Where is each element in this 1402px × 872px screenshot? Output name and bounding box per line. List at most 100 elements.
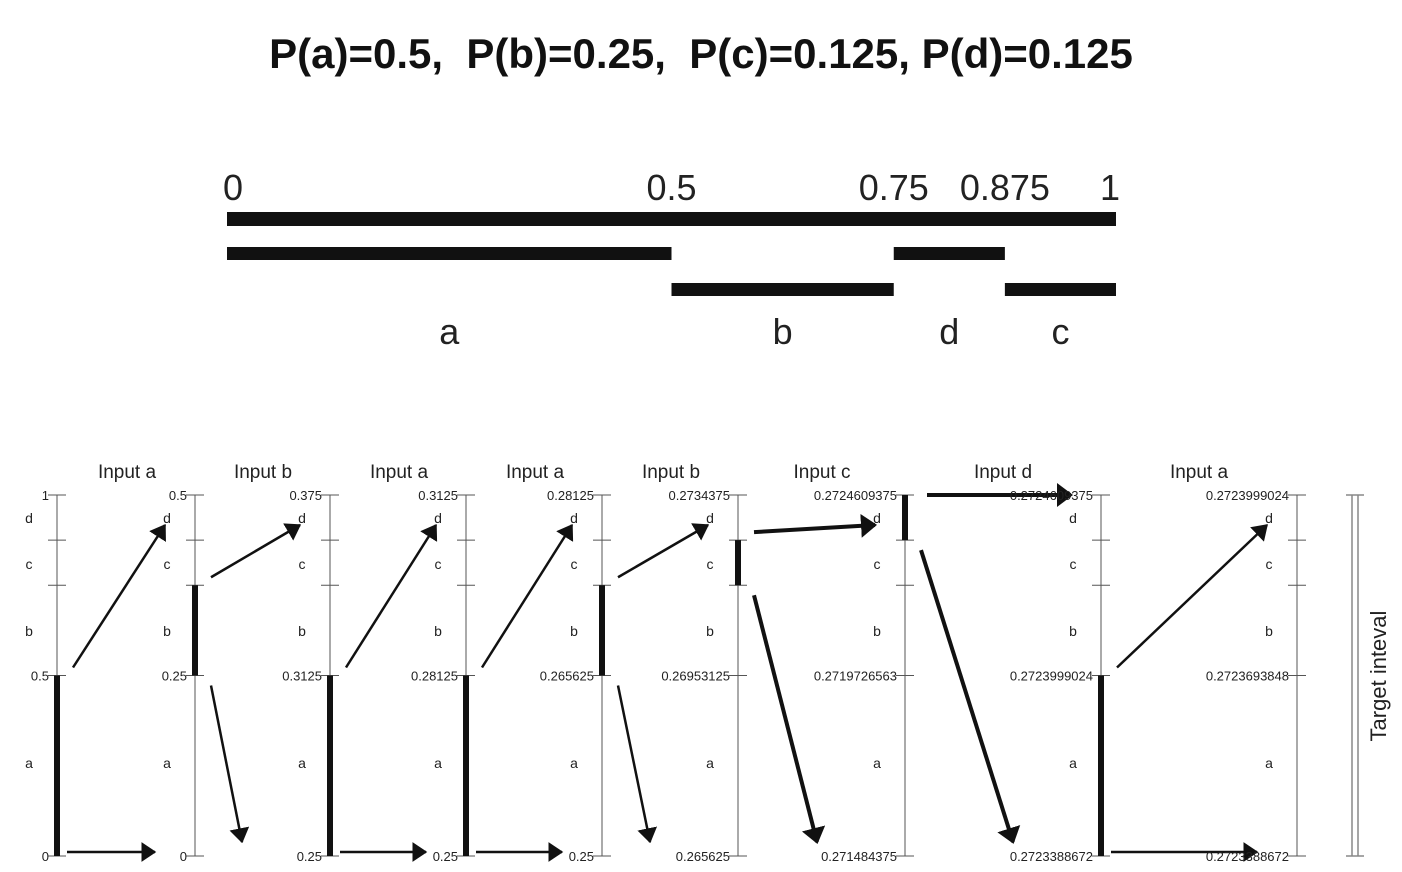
tick-label: 1: [1100, 167, 1120, 208]
symbol-label-b: b: [570, 623, 578, 639]
mapping-arrow-bottom: [616, 685, 658, 844]
segment-bar-a: [227, 247, 672, 260]
mapping-arrow-top: [344, 523, 438, 669]
symbol-label-b: b: [706, 623, 714, 639]
symbol-label-a: a: [25, 755, 33, 771]
segment-bar-c: [1004, 283, 1116, 296]
axis-value-top: 0.5: [169, 488, 187, 503]
axis-value-bottom: 0.25: [569, 849, 594, 864]
input-label: Input a: [98, 462, 157, 483]
main-title: P(a)=0.5, P(b)=0.25, P(c)=0.125, P(d)=0.…: [269, 30, 1133, 77]
symbol-label-a: a: [1069, 755, 1077, 771]
symbol-label-b: b: [873, 623, 881, 639]
input-label: Input a: [370, 462, 429, 483]
symbol-label-a: a: [706, 755, 714, 771]
input-label: Input c: [793, 462, 850, 483]
symbol-label-d: d: [873, 510, 881, 526]
input-label: Input d: [974, 462, 1032, 483]
segment-bar-d: [893, 247, 1005, 260]
symbol-label-c: c: [1266, 556, 1273, 572]
axis-value-top: 0.2723999024: [1206, 488, 1289, 503]
input-label: Input a: [1170, 462, 1229, 483]
segment-label-a: a: [439, 311, 460, 352]
axis-value-at-half: 0.25: [162, 669, 187, 684]
symbol-label-d: d: [298, 510, 306, 526]
segment-label-d: d: [939, 311, 959, 352]
axis-value-top: 0.2734375: [669, 488, 730, 503]
axis-value-at-half: 0.3125: [282, 669, 322, 684]
axis-value-top: 0.375: [289, 488, 322, 503]
mapping-arrow-bottom: [209, 685, 250, 844]
mapping-arrow-top: [1116, 524, 1268, 669]
symbol-label-a: a: [570, 755, 578, 771]
unit-interval-bar: [227, 212, 1116, 226]
symbol-label-a: a: [298, 755, 306, 771]
input-label: Input b: [234, 462, 292, 483]
axis-value-bottom: 0.25: [297, 849, 322, 864]
input-label: Input a: [506, 462, 565, 483]
symbol-label-d: d: [1069, 510, 1077, 526]
tick-label: 0.875: [960, 167, 1050, 208]
tick-label: 0.5: [646, 167, 696, 208]
mapping-arrow-top: [617, 523, 710, 579]
mapping-arrow-top: [210, 523, 302, 579]
symbol-label-d: d: [434, 510, 442, 526]
symbol-label-a: a: [873, 755, 881, 771]
axis-value-bottom: 0.2723388672: [1010, 849, 1093, 864]
symbol-label-a: a: [434, 755, 442, 771]
segment-label-b: b: [773, 311, 793, 352]
symbol-label-c: c: [299, 556, 306, 572]
axis-value-bottom: 0.265625: [676, 849, 730, 864]
tick-label: 0.75: [859, 167, 929, 208]
symbol-label-c: c: [435, 556, 442, 572]
symbol-label-a: a: [163, 755, 171, 771]
symbol-label-b: b: [434, 623, 442, 639]
axis-value-at-half: 0.5: [31, 669, 49, 684]
axis-value-top: 1: [42, 488, 49, 503]
axis-value-bottom: 0: [180, 849, 187, 864]
symbol-label-b: b: [163, 623, 171, 639]
axis-value-bottom: 0: [42, 849, 49, 864]
axis-value-at-half: 0.26953125: [661, 669, 730, 684]
input-label: Input b: [642, 462, 700, 483]
axis-value-at-half: 0.265625: [540, 669, 594, 684]
mapping-arrow-top: [71, 523, 167, 669]
symbol-label-d: d: [163, 510, 171, 526]
symbol-label-d: d: [25, 510, 33, 526]
symbol-label-c: c: [707, 556, 714, 572]
symbol-label-b: b: [1265, 623, 1273, 639]
mapping-arrow-top: [753, 513, 877, 538]
mapping-arrow-bottom: [919, 549, 1021, 844]
axis-value-top: 0.2724609375: [1010, 488, 1093, 503]
axis-value-top: 0.2724609375: [814, 488, 897, 503]
probability-interval-diagram: 0 0.5 0.75 0.875 1 a b d c: [223, 167, 1120, 352]
mapping-arrow-top: [480, 523, 574, 669]
symbol-label-d: d: [1265, 510, 1273, 526]
target-interval-label: Target inteval: [1366, 611, 1391, 742]
axis-value-bottom: 0.2723388672: [1206, 849, 1289, 864]
axis-value-at-half: 0.2723999024: [1010, 669, 1093, 684]
symbol-label-c: c: [164, 556, 171, 572]
symbol-label-b: b: [298, 623, 306, 639]
tick-label: 0: [223, 167, 243, 208]
symbol-label-c: c: [571, 556, 578, 572]
symbol-label-b: b: [25, 623, 33, 639]
axis-value-top: 0.28125: [547, 488, 594, 503]
symbol-label-c: c: [1070, 556, 1077, 572]
axis-value-bottom: 0.271484375: [821, 849, 897, 864]
segment-label-c: c: [1051, 311, 1069, 352]
segment-bar-b: [671, 283, 894, 296]
axis-value-at-half: 0.28125: [411, 669, 458, 684]
symbol-label-b: b: [1069, 623, 1077, 639]
symbol-label-c: c: [26, 556, 33, 572]
symbol-label-d: d: [570, 510, 578, 526]
axis-value-bottom: 0.25: [433, 849, 458, 864]
symbol-label-a: a: [1265, 755, 1273, 771]
mapping-arrow-bottom: [752, 594, 826, 844]
axis-value-at-half: 0.2723693848: [1206, 669, 1289, 684]
axis-value-at-half: 0.2719726563: [814, 669, 897, 684]
symbol-label-c: c: [874, 556, 881, 572]
symbol-label-d: d: [706, 510, 714, 526]
axis-value-top: 0.3125: [418, 488, 458, 503]
